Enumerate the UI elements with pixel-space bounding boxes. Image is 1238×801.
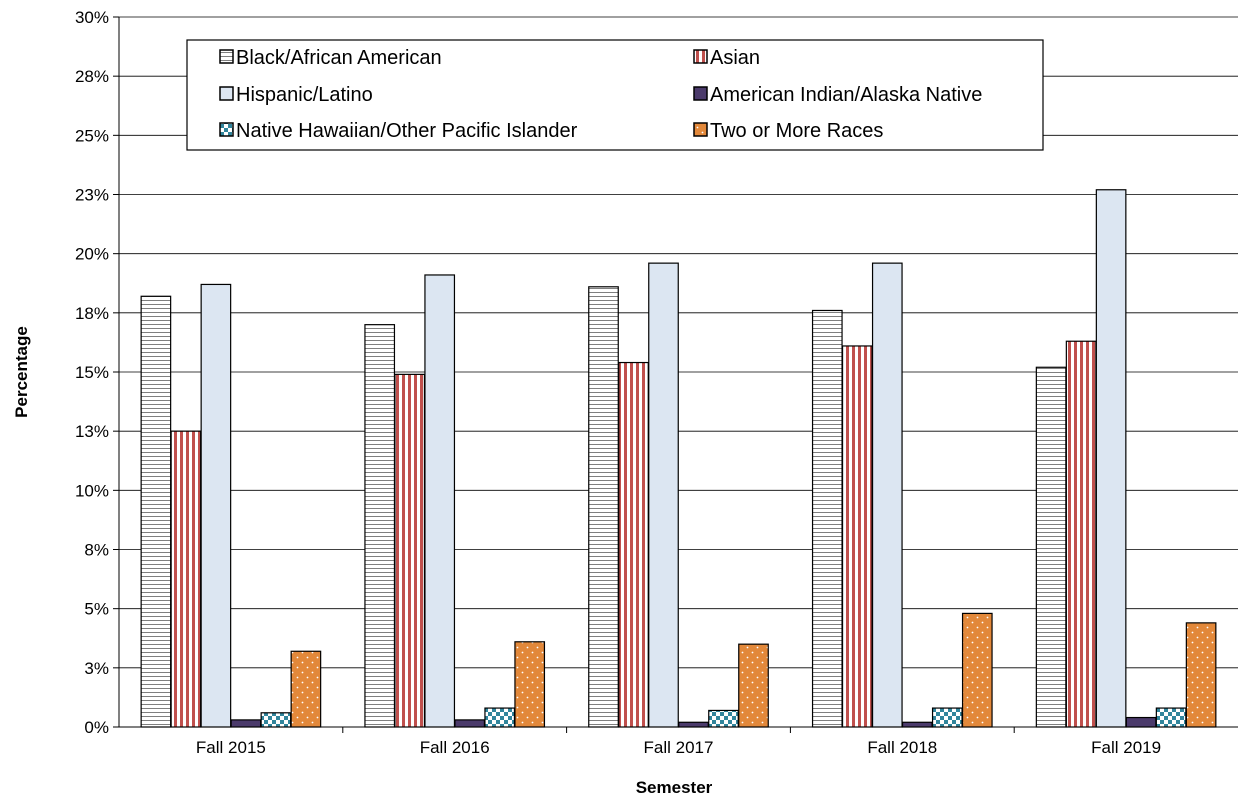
legend: Black/African American Asian Hispanic/Lati…	[186, 39, 1044, 151]
bar	[1155, 707, 1187, 728]
bar	[484, 707, 516, 728]
bar	[708, 709, 739, 728]
bar	[901, 721, 933, 728]
y-tick-label: 13%	[75, 422, 109, 441]
bar	[738, 643, 769, 728]
y-tick-labels: 0% 3% 5% 8% 10% 13% 15% 18% 20% 23% 25% 28% 30%	[75, 8, 109, 737]
bar	[200, 283, 232, 728]
legend-label: Two or More Races	[710, 120, 883, 142]
legend-box	[186, 39, 1044, 151]
y-tick-label: 30%	[75, 8, 109, 27]
legend-swatch	[693, 86, 708, 101]
bar	[170, 430, 202, 728]
bar	[1125, 716, 1157, 728]
legend-label: Asian	[710, 47, 760, 69]
x-tick-label: Fall 2016	[420, 738, 490, 757]
bar	[364, 324, 396, 728]
bar	[454, 719, 486, 728]
y-tick-label: 23%	[75, 186, 109, 205]
x-axis-title: Semester	[636, 778, 713, 797]
bar	[260, 712, 292, 728]
bar	[290, 650, 322, 728]
bar	[1185, 622, 1217, 728]
bar	[1095, 189, 1127, 728]
y-tick-label: 18%	[75, 304, 109, 323]
bar	[648, 262, 679, 728]
y-tick-label: 5%	[84, 600, 109, 619]
x-tick-label: Fall 2017	[644, 738, 714, 757]
y-tick-label: 8%	[84, 541, 109, 560]
x-tick-label: Fall 2019	[1091, 738, 1161, 757]
legend-label: Native Hawaiian/Other Pacific Islander	[236, 120, 578, 142]
bar	[140, 295, 172, 728]
legend-label: American Indian/Alaska Native	[710, 84, 982, 106]
y-tick-label: 10%	[75, 481, 109, 500]
bar	[841, 345, 873, 728]
legend-swatch	[693, 122, 708, 137]
axes	[118, 17, 1238, 728]
legend-label: Black/African American	[236, 47, 442, 69]
legend-swatch	[219, 86, 234, 101]
legend-swatch	[693, 49, 708, 64]
bar	[961, 612, 993, 728]
y-tick-label: 28%	[75, 67, 109, 86]
y-tick-label: 25%	[75, 126, 109, 145]
bar	[1065, 340, 1097, 728]
x-tick-label: Fall 2018	[867, 738, 937, 757]
legend-swatch	[219, 49, 234, 64]
bar	[230, 719, 262, 728]
y-tick-label: 15%	[75, 363, 109, 382]
bar	[678, 721, 709, 728]
y-tick-label: 20%	[75, 245, 109, 264]
y-tick-label: 0%	[84, 718, 109, 737]
x-tick-label: Fall 2015	[196, 738, 266, 757]
bar	[424, 274, 456, 728]
bar	[394, 373, 426, 728]
bar	[618, 361, 649, 728]
x-tick-labels: Fall 2015 Fall 2016 Fall 2017 Fall 2018 Fall…	[196, 727, 1161, 757]
legend-label: Hispanic/Latino	[236, 84, 373, 106]
bar	[588, 286, 619, 728]
bar	[931, 707, 963, 728]
bar	[1035, 366, 1067, 728]
y-axis-title: Percentage	[12, 326, 31, 418]
y-tick-label: 3%	[84, 659, 109, 678]
legend-swatch	[219, 122, 234, 137]
bar	[811, 309, 843, 728]
bars	[140, 189, 1217, 728]
bar	[514, 641, 546, 728]
bar	[871, 262, 903, 728]
